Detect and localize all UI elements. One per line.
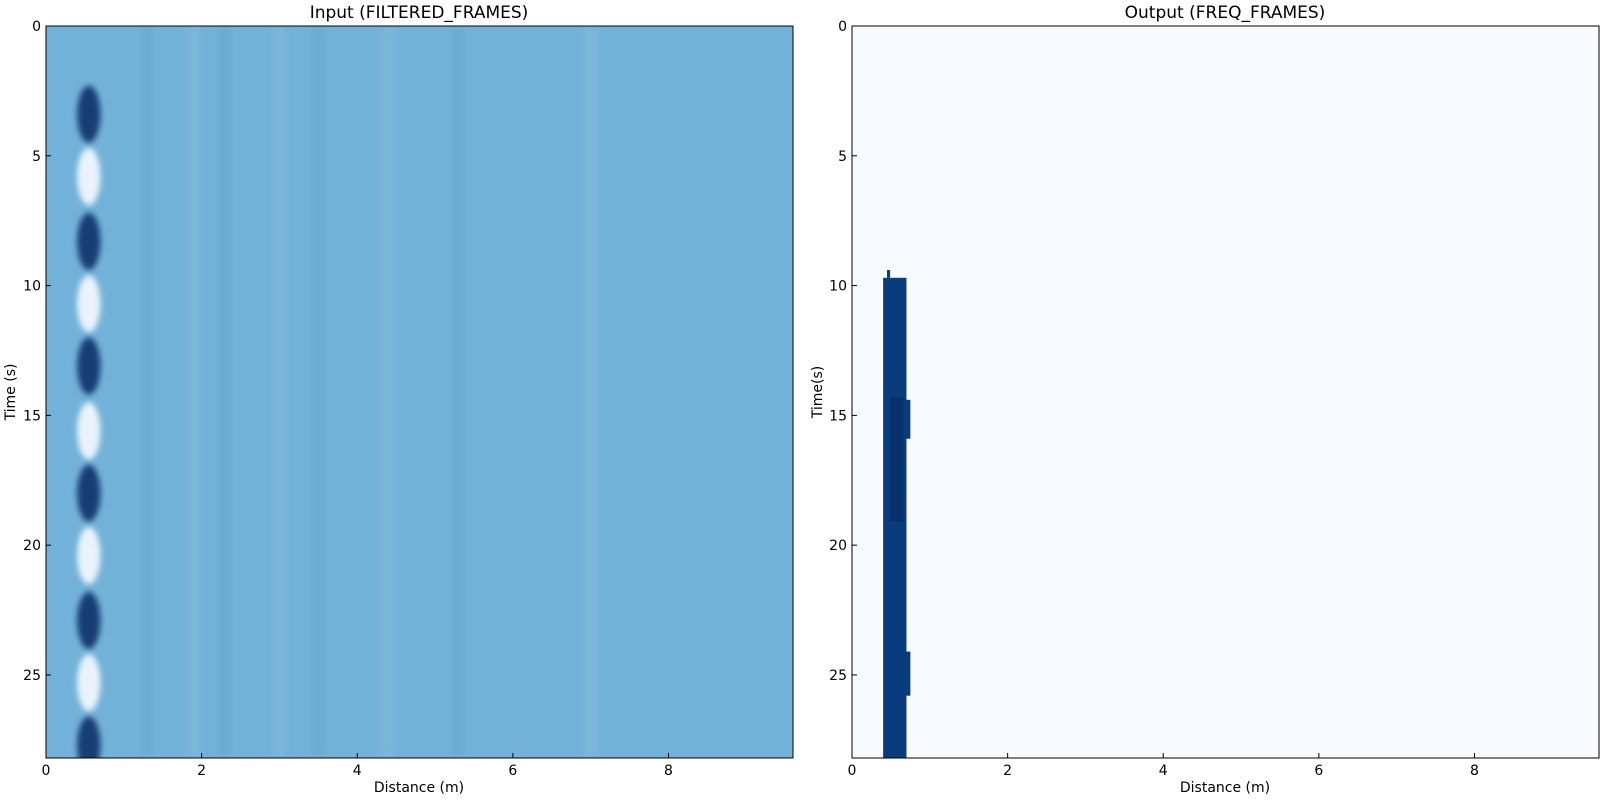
band-dark: [77, 716, 101, 758]
y-tick-label: 15: [829, 408, 847, 424]
output-panel: Output (FREQ_FRAMES) 0 2 4 6 8 0 5 10 15 20 25 Di…: [810, 3, 1600, 796]
band-light: [77, 654, 101, 712]
x-tick-label: 6: [508, 763, 517, 779]
band-dark: [77, 591, 101, 649]
input-panel: Input (FILTERED_FRAMES) 0 2 4 6 8 0 5 10 15 20 25…: [3, 3, 794, 796]
x-tick-label: 0: [42, 763, 51, 779]
y-axis-ticks: 0 5 10 15 20 25: [23, 19, 51, 684]
band-dark: [77, 85, 101, 143]
x-axis-ticks: 0 2 4 6 8: [848, 753, 1479, 779]
y-tick-label: 0: [838, 19, 847, 35]
plot-area: [852, 26, 1599, 758]
y-tick-label: 0: [32, 19, 41, 35]
dominant-column: [77, 85, 101, 758]
plot-frame: [851, 25, 1600, 759]
band-light: [77, 526, 101, 585]
x-tick-label: 2: [197, 763, 206, 779]
signal-block: [890, 397, 904, 522]
faint-column: [187, 26, 200, 758]
faint-column: [452, 26, 465, 758]
signal-blocks: [883, 270, 911, 758]
x-tick-label: 0: [848, 763, 857, 779]
faint-column: [273, 26, 286, 758]
chart-title: Input (FILTERED_FRAMES): [310, 3, 529, 23]
faint-column: [312, 26, 325, 758]
x-tick-label: 8: [1470, 763, 1479, 779]
signal-block: [903, 651, 911, 696]
faint-column: [584, 26, 597, 758]
x-tick-label: 4: [1159, 763, 1168, 779]
band-dark: [77, 464, 101, 522]
y-tick-label: 20: [829, 538, 847, 554]
band-dark: [77, 212, 101, 270]
signal-block: [887, 270, 891, 278]
faint-column: [141, 26, 154, 758]
plot-frame: [45, 25, 794, 759]
y-tick-label: 5: [32, 149, 41, 165]
faint-columns: [141, 26, 597, 758]
plot-area: [46, 26, 793, 758]
y-tick-label: 10: [829, 279, 847, 295]
band-light: [77, 402, 101, 460]
y-tick-label: 25: [829, 668, 847, 684]
x-tick-label: 4: [353, 763, 362, 779]
x-axis-ticks: 0 2 4 6 8: [42, 753, 673, 779]
band-light: [77, 148, 101, 206]
faint-column: [382, 26, 395, 758]
y-tick-label: 25: [23, 668, 41, 684]
x-axis-label: Distance (m): [374, 780, 464, 796]
y-axis-ticks: 0 5 10 15 20 25: [829, 19, 857, 684]
heatmap-background: [852, 26, 1599, 758]
faint-column: [218, 26, 231, 758]
x-tick-label: 8: [664, 763, 673, 779]
band-dark: [77, 337, 101, 395]
heatmap-background: [46, 26, 793, 758]
y-tick-label: 10: [23, 279, 41, 295]
y-axis-label: Time (s): [3, 364, 19, 422]
x-tick-label: 2: [1003, 763, 1012, 779]
y-tick-label: 5: [838, 149, 847, 165]
y-tick-label: 15: [23, 408, 41, 424]
x-tick-label: 6: [1314, 763, 1323, 779]
y-tick-label: 20: [23, 538, 41, 554]
band-light: [77, 275, 101, 333]
y-axis-label: Time(s): [810, 366, 826, 419]
x-axis-label: Distance (m): [1180, 780, 1270, 796]
chart-title: Output (FREQ_FRAMES): [1125, 3, 1326, 23]
signal-block: [903, 399, 911, 439]
